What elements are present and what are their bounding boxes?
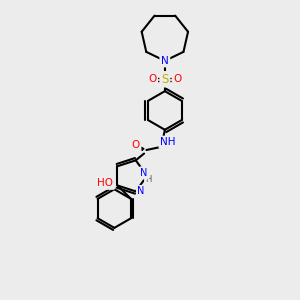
Text: NH: NH bbox=[160, 137, 176, 147]
Text: N: N bbox=[137, 186, 145, 197]
Text: HO: HO bbox=[98, 178, 113, 188]
Text: O: O bbox=[173, 74, 182, 84]
Text: H: H bbox=[145, 175, 152, 184]
Text: S: S bbox=[161, 73, 169, 86]
Text: N: N bbox=[161, 56, 169, 66]
Text: N: N bbox=[140, 168, 148, 178]
Text: O: O bbox=[148, 74, 157, 84]
Text: O: O bbox=[132, 140, 140, 150]
